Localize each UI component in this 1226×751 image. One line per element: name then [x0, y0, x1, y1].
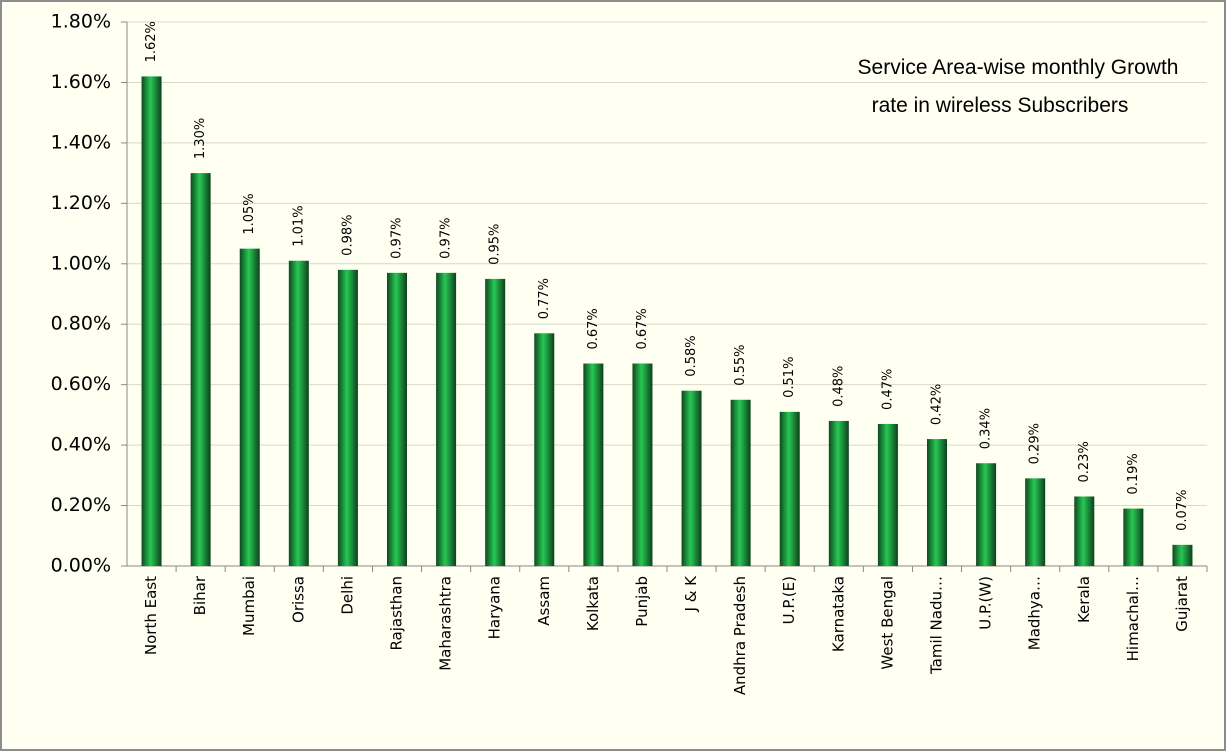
y-tick-label: 1.20% — [51, 192, 111, 214]
y-tick-label: 1.00% — [51, 252, 111, 274]
data-label: 0.98% — [340, 215, 355, 256]
x-tick-label: Kerala — [1075, 576, 1093, 623]
data-label: 0.34% — [979, 408, 994, 449]
data-label: 0.23% — [1077, 441, 1092, 482]
y-tick-label: 0.00% — [51, 555, 111, 577]
data-label: 0.48% — [831, 366, 846, 407]
data-label: 0.42% — [930, 384, 945, 425]
y-tick-label: 0.80% — [51, 313, 111, 335]
bar — [1074, 496, 1095, 566]
bar — [779, 411, 800, 566]
x-tick-label: West Bengal — [878, 576, 896, 670]
x-tick-label: Haryana — [486, 576, 504, 639]
x-tick-label: J & K — [682, 575, 700, 613]
y-tick-label: 0.40% — [51, 434, 111, 456]
data-label: 0.19% — [1126, 453, 1141, 494]
data-label: 1.30% — [193, 118, 208, 159]
bar — [976, 463, 997, 566]
data-label: 0.67% — [586, 308, 601, 349]
x-tick-label: Karnataka — [829, 576, 847, 652]
x-tick-label: U.P.(W) — [977, 576, 995, 630]
bar — [387, 272, 407, 566]
x-tick-label: Himachal… — [1124, 576, 1142, 661]
data-label: 0.95% — [488, 224, 503, 265]
bar — [828, 420, 849, 566]
bar — [583, 363, 604, 566]
x-tick-label: Rajasthan — [388, 576, 406, 651]
data-label: 1.05% — [242, 193, 257, 234]
bar — [337, 269, 358, 566]
x-tick-label: Madhya… — [1026, 576, 1044, 650]
x-tick-label: Delhi — [338, 576, 356, 615]
bar — [681, 390, 702, 566]
bar — [288, 260, 309, 566]
x-tick-label: Tamil Nadu… — [928, 576, 946, 675]
data-label: 0.07% — [1175, 490, 1190, 531]
x-tick-label: Gujarat — [1173, 576, 1191, 632]
x-tick-label: Maharashtra — [437, 576, 455, 671]
y-tick-label: 0.60% — [51, 373, 111, 395]
x-tick-label: Punjab — [633, 576, 651, 627]
bar — [436, 272, 457, 566]
bar — [1025, 478, 1046, 566]
data-label: 0.67% — [635, 308, 650, 349]
data-label: 0.97% — [439, 218, 454, 259]
chart-title: rate in wireless Subscribers — [872, 94, 1129, 117]
bar — [239, 248, 260, 566]
x-tick-label: Orissa — [289, 576, 307, 623]
x-tick-label: Bihar — [191, 575, 209, 615]
data-label: 0.29% — [1028, 423, 1043, 464]
x-tick-label: Assam — [535, 576, 553, 626]
data-label: 0.55% — [733, 344, 748, 385]
bar — [1123, 508, 1144, 566]
y-tick-label: 1.40% — [51, 131, 111, 153]
data-label: 0.97% — [390, 218, 405, 259]
bar — [534, 333, 555, 566]
bar — [877, 423, 898, 566]
x-tick-label: Mumbai — [240, 576, 258, 636]
bar — [190, 173, 211, 566]
bar — [141, 76, 162, 567]
data-label: 0.47% — [880, 369, 895, 410]
data-label: 1.62% — [144, 21, 159, 62]
data-label: 0.58% — [684, 335, 699, 376]
bar — [730, 399, 751, 566]
data-label: 1.01% — [291, 205, 306, 246]
bar — [485, 278, 506, 566]
x-tick-label: Andhra Pradesh — [731, 576, 749, 695]
bar — [632, 363, 653, 566]
bar — [927, 439, 947, 566]
y-tick-label: 1.80% — [51, 11, 111, 33]
x-tick-label: Kolkata — [584, 576, 602, 631]
x-tick-label: U.P.(E) — [780, 576, 798, 624]
data-label: 0.77% — [537, 278, 552, 319]
bar — [1172, 544, 1193, 566]
y-tick-label: 1.60% — [51, 71, 111, 93]
y-tick-label: 0.20% — [51, 494, 111, 516]
x-tick-label: North East — [142, 576, 160, 655]
chart-title: Service Area-wise monthly Growth — [858, 56, 1179, 79]
data-label: 0.51% — [782, 357, 797, 398]
